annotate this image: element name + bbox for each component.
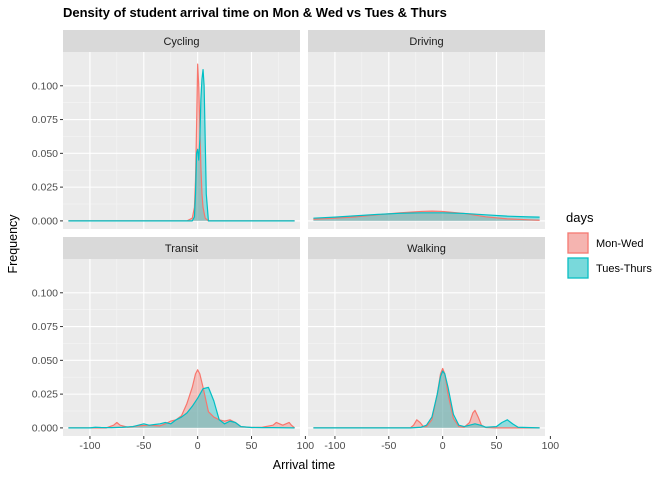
x-axis-title: Arrival time	[273, 458, 336, 472]
facet-strip-label-driving: Driving	[409, 36, 443, 48]
facet-driving: Driving	[308, 30, 545, 229]
y-tick-label: 0.100	[32, 80, 58, 92]
facet-strip-transit	[63, 237, 300, 259]
x-tick-label: 100	[542, 440, 560, 452]
panel-background-cycling	[63, 52, 300, 229]
y-tick-label: 0.100	[32, 287, 58, 299]
density-line-driving-mon-wed	[313, 210, 540, 221]
chart-title: Density of student arrival time on Mon &…	[63, 5, 447, 20]
facet-cycling: Cycling 0.000 0.025 0.050 0.075 0.100	[32, 30, 300, 229]
legend-item-tues-thurs: Tues-Thurs	[567, 257, 652, 279]
x-tick-label: -100	[324, 440, 345, 452]
y-tick-label: 0.025	[32, 389, 58, 401]
legend-item-mon-wed: Mon-Wed	[567, 232, 643, 254]
x-tick-label: -50	[381, 440, 396, 452]
legend-label-mon-wed: Mon-Wed	[596, 238, 643, 250]
density-line-driving-tues-thurs	[313, 212, 540, 219]
legend-label-tues-thurs: Tues-Thurs	[596, 263, 652, 275]
x-tick-label: 50	[246, 440, 258, 452]
facet-strip-driving	[308, 30, 545, 52]
facet-strip-cycling	[63, 30, 300, 52]
x-tick-label: 100	[297, 440, 315, 452]
x-tick-label: -50	[136, 440, 151, 452]
density-area-driving-mon-wed	[313, 211, 540, 221]
density-area-transit-tues-thurs	[68, 387, 295, 428]
facets-layer: Cycling 0.000 0.025 0.050 0.075 0.100 Driving T…	[32, 30, 559, 452]
panel-background-walking	[308, 259, 545, 436]
panel-background-transit	[63, 259, 300, 436]
y-tick-label: 0.000	[32, 215, 58, 227]
y-tick-label: 0.075	[32, 114, 58, 126]
x-tick-label: 50	[491, 440, 503, 452]
y-tick-label: 0.025	[32, 182, 58, 194]
density-line-transit-tues-thurs	[68, 386, 295, 429]
x-tick-label: 0	[195, 440, 201, 452]
facet-strip-label-transit: Transit	[165, 243, 198, 255]
facet-strip-label-cycling: Cycling	[163, 36, 199, 48]
x-tick-label: 0	[440, 440, 446, 452]
legend-title: days	[566, 210, 594, 225]
facet-strip-walking	[308, 237, 545, 259]
facet-strip-label-walking: Walking	[407, 243, 446, 255]
y-axis-title: Frequency	[6, 214, 20, 274]
legend-swatch-tues-thurs	[567, 257, 589, 279]
y-tick-label: 0.000	[32, 422, 58, 434]
y-tick-label: 0.050	[32, 355, 58, 367]
density-line-walking-tues-thurs	[313, 370, 540, 429]
facet-walking: Walking -100 -50 0 50 100	[308, 237, 559, 452]
legend: Mon-Wed Tues-Thurs	[567, 232, 652, 279]
x-tick-label: -100	[79, 440, 100, 452]
legend-swatch-mon-wed	[567, 232, 589, 254]
panel-background-driving	[308, 52, 545, 229]
density-line-cycling-mon-wed	[68, 63, 295, 222]
y-tick-label: 0.075	[32, 321, 58, 333]
y-tick-label: 0.050	[32, 148, 58, 160]
facet-transit: Transit 0.000 0.025 0.050 0.075 0.100 -100 -50 0…	[32, 237, 315, 452]
density-line-cycling-tues-thurs	[68, 68, 295, 222]
